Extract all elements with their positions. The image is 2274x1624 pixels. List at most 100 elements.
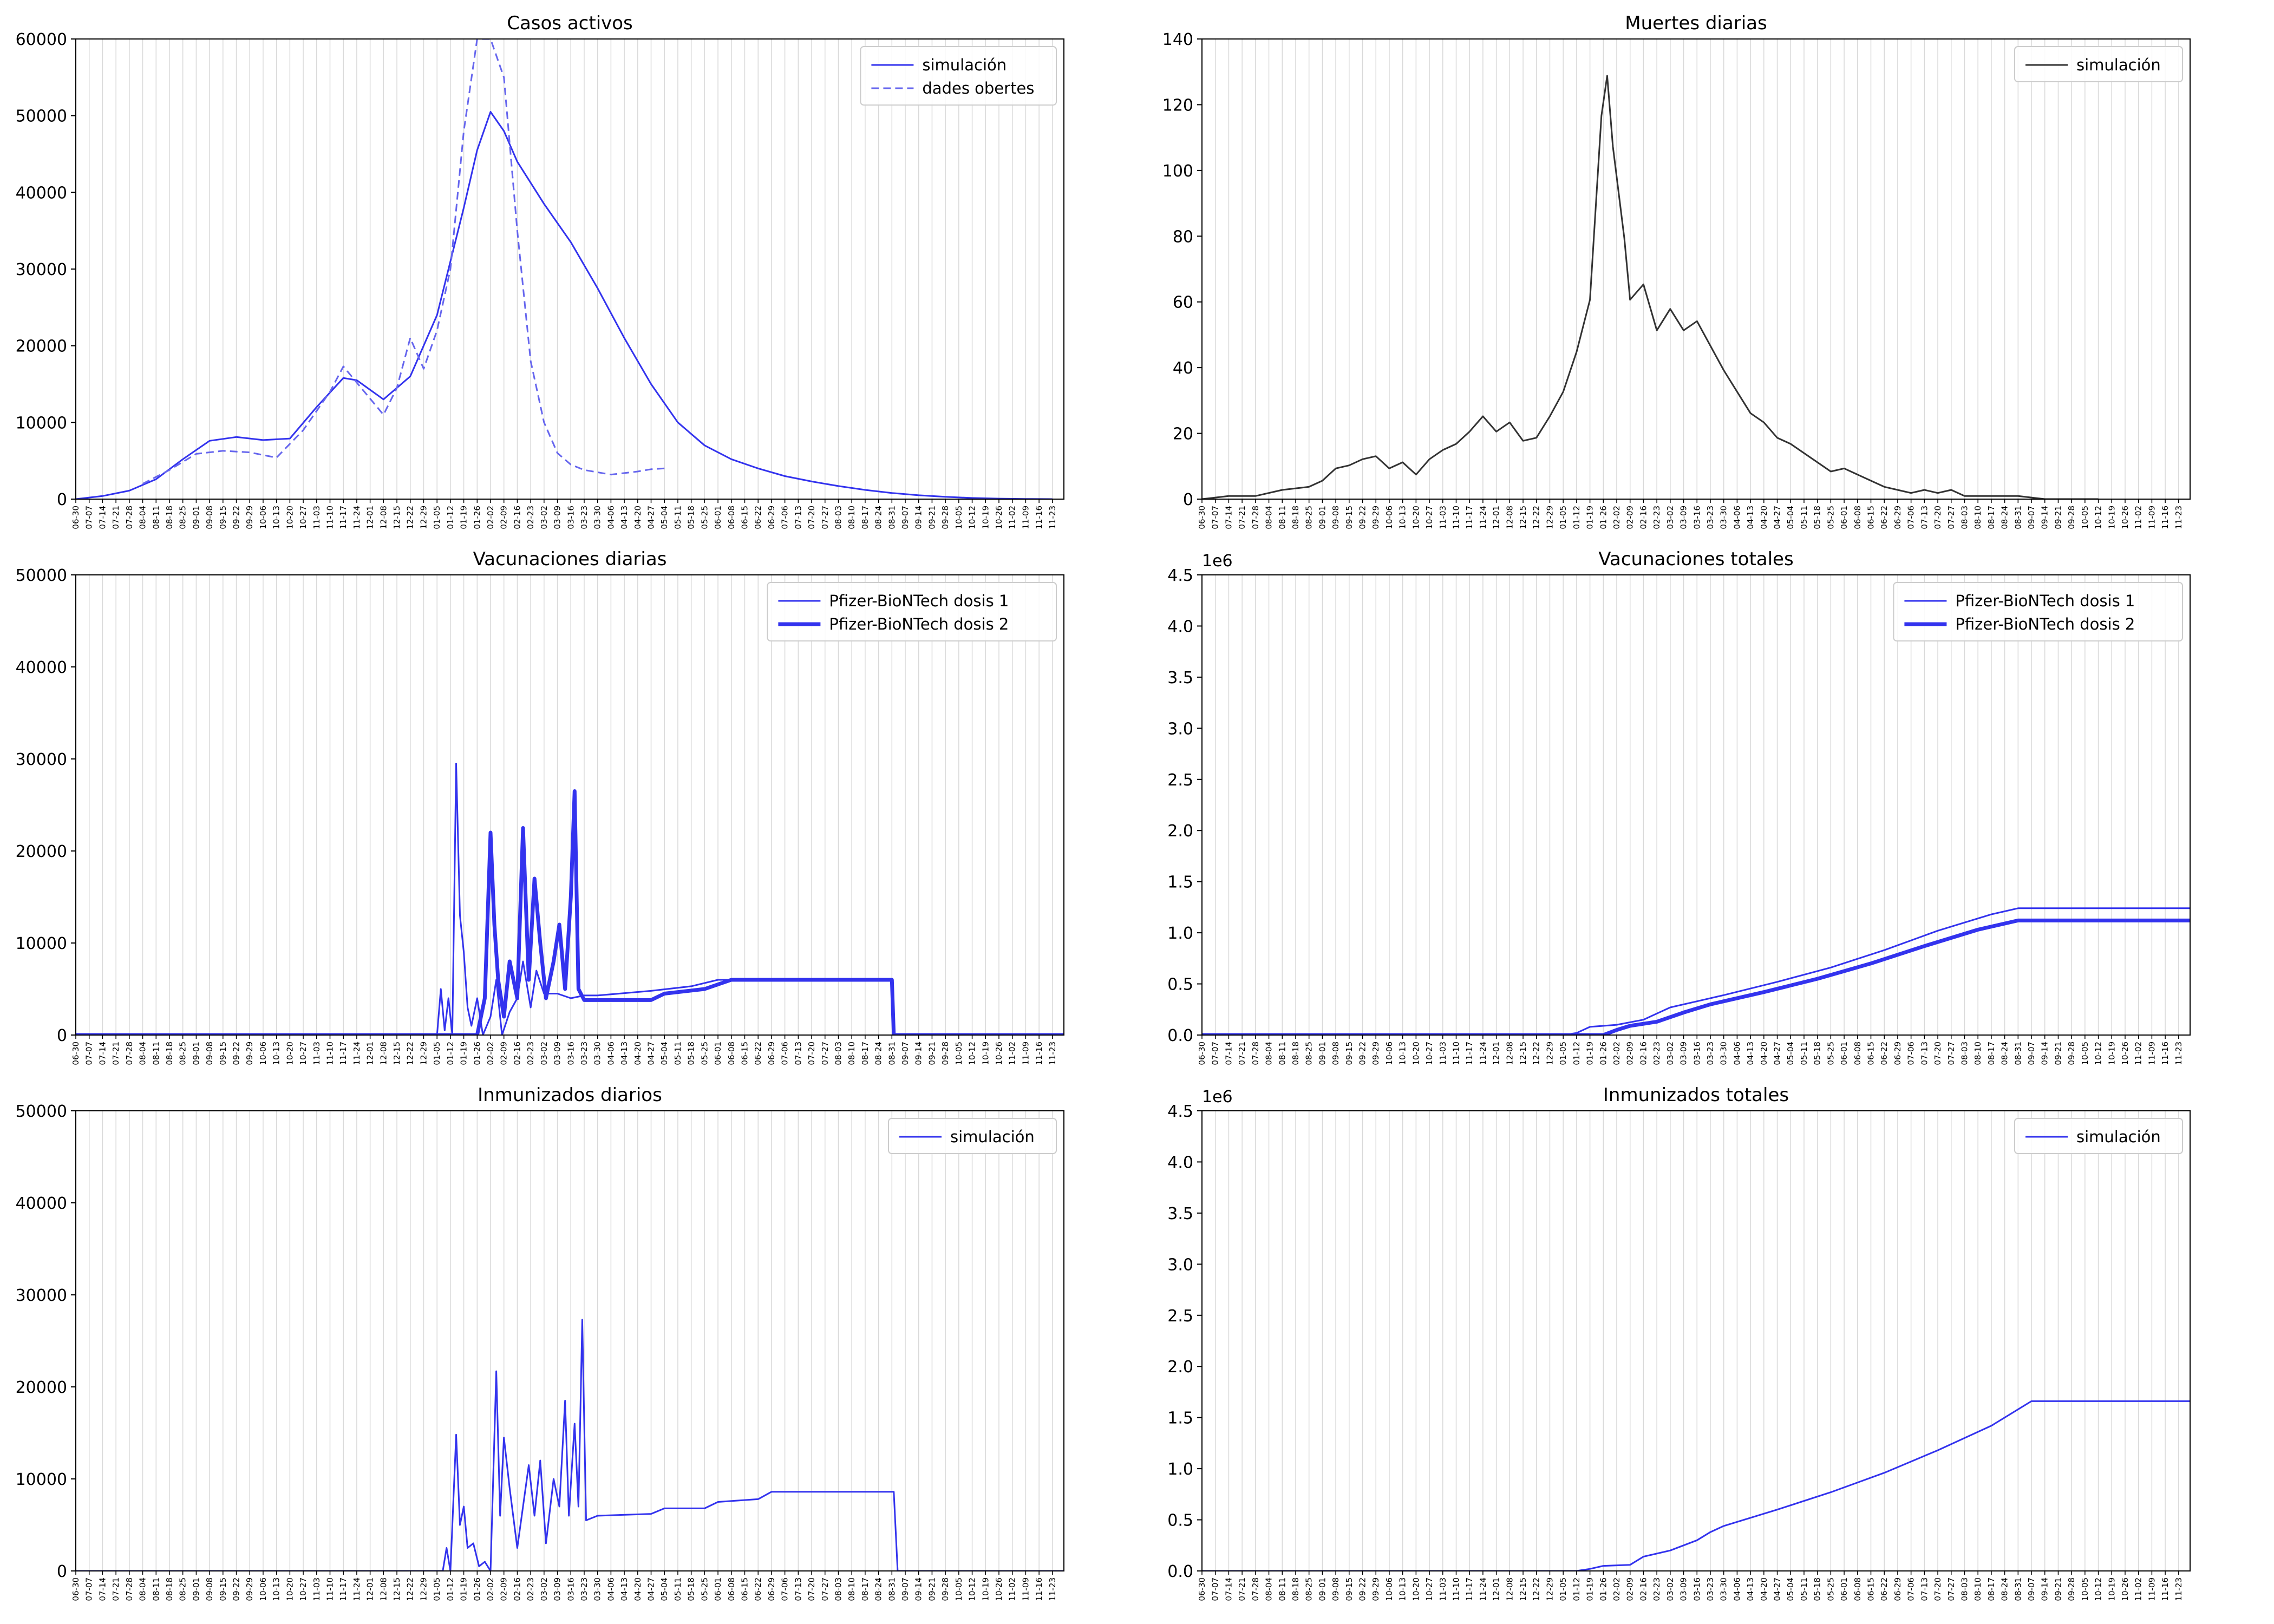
x-tick-label: 11-02 bbox=[2134, 1577, 2144, 1601]
x-tick-label: 08-31 bbox=[887, 506, 897, 529]
x-tick-label: 10-13 bbox=[272, 1042, 282, 1065]
x-tick-label: 11-24 bbox=[352, 506, 362, 529]
x-tick-label: 06-29 bbox=[1893, 506, 1903, 529]
x-tick-label: 07-14 bbox=[1224, 506, 1233, 529]
x-tick-label: 10-19 bbox=[981, 1042, 990, 1065]
x-tick-label: 10-19 bbox=[981, 1577, 990, 1601]
x-tick-label: 07-14 bbox=[1224, 1577, 1233, 1601]
x-tick-label: 09-29 bbox=[1371, 1577, 1381, 1601]
x-tick-label: 08-03 bbox=[1959, 1042, 1969, 1065]
x-tick-label: 07-28 bbox=[125, 1042, 134, 1065]
x-tick-label: 06-08 bbox=[1853, 1042, 1863, 1065]
x-tick-label: 07-21 bbox=[111, 506, 121, 529]
y-tick-label: 50000 bbox=[16, 566, 67, 585]
x-tick-label: 03-16 bbox=[1692, 506, 1702, 529]
x-tick-label: 01-05 bbox=[432, 1577, 442, 1601]
x-tick-label: 11-03 bbox=[1438, 506, 1448, 529]
plot-frame bbox=[1201, 38, 2191, 500]
x-tick-label: 07-20 bbox=[1933, 1577, 1943, 1601]
chart-title: Inmunizados totales bbox=[1603, 1084, 1789, 1106]
x-tick-label: 08-04 bbox=[1264, 1577, 1274, 1601]
x-tick-label: 06-22 bbox=[1879, 1577, 1889, 1601]
chart-svg-6: Inmunizados totales 06-30 07-07 07-14 07-21 0… bbox=[1167, 1084, 2191, 1601]
x-tick-label: 12-01 bbox=[1492, 506, 1501, 529]
x-tick-label: 03-16 bbox=[566, 1042, 576, 1065]
series-line-2 bbox=[1202, 918, 2190, 1035]
x-tick-label: 03-30 bbox=[593, 1577, 603, 1601]
x-tick-label: 05-11 bbox=[1799, 1577, 1809, 1601]
x-tick-label: 01-26 bbox=[1598, 1577, 1608, 1601]
x-tick-label: 05-11 bbox=[1799, 506, 1809, 529]
y-tick-label: 2.5 bbox=[1167, 1307, 1193, 1326]
x-tick-label: 12-08 bbox=[1505, 506, 1514, 529]
x-tick-label: 09-29 bbox=[245, 1577, 254, 1601]
x-tick-label: 10-05 bbox=[954, 1042, 964, 1065]
chart-panel-4: Vacunaciones totales 06-30 07-07 07-14 07-21… bbox=[1126, 536, 2263, 1077]
x-tick-label: 10-27 bbox=[298, 1577, 308, 1601]
x-tick-label: 04-13 bbox=[1746, 1042, 1755, 1065]
x-tick-label: 12-01 bbox=[365, 506, 375, 529]
x-tick-label: 09-15 bbox=[218, 1577, 228, 1601]
x-tick-label: 08-17 bbox=[860, 1577, 870, 1601]
x-tick-label: 01-12 bbox=[446, 1042, 455, 1065]
x-tick-label: 06-15 bbox=[1866, 1577, 1876, 1601]
x-tick-label: 10-12 bbox=[968, 1042, 977, 1065]
x-tick-label: 07-13 bbox=[793, 506, 803, 529]
x-tick-label: 12-22 bbox=[1532, 1042, 1541, 1065]
chart-panel-5: Inmunizados diarios 06-30 07-07 07-14 07-21 0… bbox=[0, 1072, 1137, 1613]
x-tick-label: 02-16 bbox=[1638, 1577, 1648, 1601]
x-tick-label: 09-29 bbox=[245, 506, 254, 529]
x-tick-label: 07-06 bbox=[1906, 506, 1916, 529]
x-tick-label: 08-10 bbox=[847, 1042, 857, 1065]
chart-title: Vacunaciones diarias bbox=[473, 548, 667, 570]
x-tick-label: 11-23 bbox=[2174, 506, 2184, 529]
chart-svg-2: Muertes diarias 06-30 07-07 07-14 07-21 07-28… bbox=[1162, 12, 2191, 529]
x-tick-label: 02-09 bbox=[1625, 1577, 1635, 1601]
x-tick-label: 04-27 bbox=[646, 1042, 656, 1065]
y-tick-label: 0.5 bbox=[1167, 975, 1193, 994]
x-tick-label: 11-17 bbox=[1465, 1577, 1474, 1601]
x-tick-label: 11-24 bbox=[352, 1042, 362, 1065]
x-tick-label: 09-15 bbox=[1344, 1042, 1354, 1065]
x-tick-label: 05-04 bbox=[1786, 1577, 1795, 1601]
x-tick-label: 02-23 bbox=[526, 506, 535, 529]
x-tick-label: 12-15 bbox=[392, 1042, 402, 1065]
x-tick-label: 05-18 bbox=[1813, 506, 1822, 529]
x-tick-label: 09-14 bbox=[914, 506, 924, 529]
x-tick-label: 12-22 bbox=[406, 506, 415, 529]
x-tick-label: 09-01 bbox=[191, 506, 201, 529]
x-tick-label: 08-11 bbox=[151, 1577, 161, 1601]
y-tick-label: 2.0 bbox=[1167, 822, 1193, 841]
y-tick-label: 30000 bbox=[16, 1286, 67, 1305]
x-tick-label: 06-30 bbox=[1197, 1042, 1207, 1065]
x-tick-label: 03-23 bbox=[1706, 506, 1715, 529]
x-tick-label: 12-29 bbox=[1545, 1042, 1554, 1065]
y-tick-label: 80 bbox=[1173, 227, 1193, 246]
x-tick-label: 08-11 bbox=[1277, 1042, 1287, 1065]
x-tick-label: 01-19 bbox=[1585, 1577, 1595, 1601]
x-tick-label: 10-26 bbox=[2120, 1577, 2130, 1601]
x-tick-label: 05-11 bbox=[673, 1042, 683, 1065]
y-tick-label: 4.5 bbox=[1167, 1102, 1193, 1121]
chart-panel-1: Casos activos 06-30 07-07 07-14 07-21 07-28 08… bbox=[0, 0, 1137, 541]
x-tick-label: 06-29 bbox=[767, 506, 776, 529]
x-tick-label: 08-18 bbox=[1291, 1042, 1301, 1065]
x-tick-label: 02-02 bbox=[486, 506, 495, 529]
x-tick-label: 11-03 bbox=[1438, 1042, 1448, 1065]
x-tick-label: 12-01 bbox=[1492, 1042, 1501, 1065]
x-tick-label: 07-14 bbox=[1224, 1042, 1233, 1065]
y-tick-label: 3.0 bbox=[1167, 1255, 1193, 1274]
x-tick-label: 09-22 bbox=[232, 1577, 241, 1601]
x-tick-label: 12-22 bbox=[1532, 506, 1541, 529]
y-tick-label: 4.0 bbox=[1167, 1153, 1193, 1172]
x-tick-label: 06-30 bbox=[71, 506, 81, 529]
x-tick-label: 03-23 bbox=[1706, 1577, 1715, 1601]
x-tick-label: 09-07 bbox=[2027, 1577, 2036, 1601]
x-tick-label: 09-22 bbox=[232, 506, 241, 529]
y-tick-label: 10000 bbox=[16, 1470, 67, 1489]
x-tick-label: 02-09 bbox=[499, 506, 509, 529]
x-tick-label: 04-27 bbox=[646, 506, 656, 529]
x-tick-label: 12-08 bbox=[378, 1577, 388, 1601]
x-tick-label: 06-01 bbox=[713, 506, 723, 529]
x-tick-label: 12-29 bbox=[419, 1577, 428, 1601]
